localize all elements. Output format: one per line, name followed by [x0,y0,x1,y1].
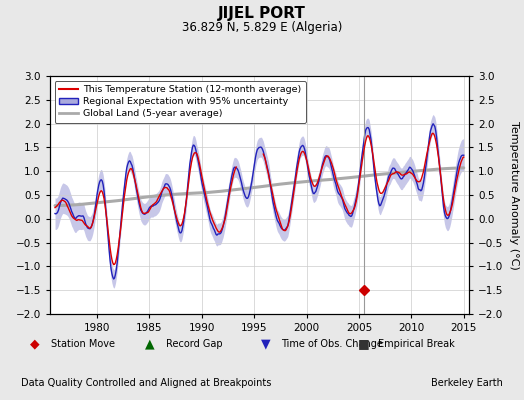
Text: ◆: ◆ [30,338,40,350]
Text: Berkeley Earth: Berkeley Earth [431,378,503,388]
Text: Data Quality Controlled and Aligned at Breakpoints: Data Quality Controlled and Aligned at B… [21,378,271,388]
Text: JIJEL PORT: JIJEL PORT [218,6,306,21]
Text: Station Move: Station Move [51,339,115,349]
Text: 36.829 N, 5.829 E (Algeria): 36.829 N, 5.829 E (Algeria) [182,21,342,34]
Text: Empirical Break: Empirical Break [378,339,455,349]
Text: ■: ■ [357,338,369,350]
Text: Record Gap: Record Gap [166,339,223,349]
Text: ▲: ▲ [146,338,155,350]
Y-axis label: Temperature Anomaly (°C): Temperature Anomaly (°C) [509,121,519,269]
Legend: This Temperature Station (12-month average), Regional Expectation with 95% uncer: This Temperature Station (12-month avera… [54,81,306,123]
Text: ▼: ▼ [261,338,270,350]
Text: Time of Obs. Change: Time of Obs. Change [281,339,384,349]
